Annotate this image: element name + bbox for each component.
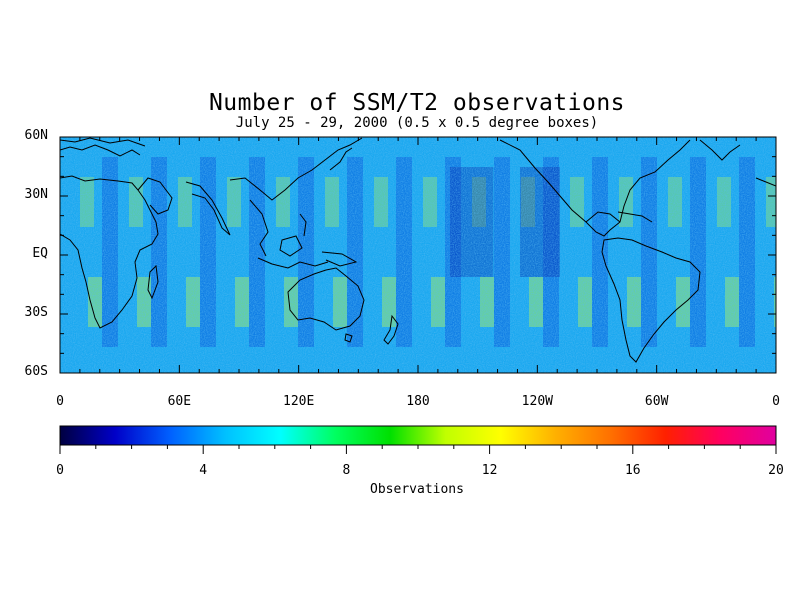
- lon-tick-label: 60W: [644, 394, 669, 409]
- coast-arabia: [137, 177, 173, 215]
- coast-new-zealand: [383, 314, 399, 345]
- lon-tick-label: 0: [56, 394, 64, 409]
- coast-philippines: [299, 213, 307, 237]
- lat-tick-label: 30N: [24, 187, 48, 202]
- coast-madagascar: [147, 264, 159, 300]
- coast-india: [185, 181, 231, 236]
- colorbar-ticks: [59, 445, 777, 454]
- map-title: Number of SSM/T2 observations: [208, 90, 626, 116]
- lon-tick-label: 0: [772, 394, 780, 409]
- coast-indonesia: [257, 257, 329, 269]
- colorbar-title: Observations: [370, 482, 464, 497]
- lon-tick-label: 120W: [521, 394, 553, 409]
- field-grain: [60, 137, 776, 373]
- lat-tick-label: EQ: [32, 246, 48, 261]
- coast-tasmania: [344, 333, 353, 343]
- colorbar-tick-label: 0: [56, 463, 64, 478]
- lon-tick-label: 120E: [283, 394, 315, 409]
- map-ticks: [59, 136, 777, 374]
- colorbar-tick-label: 16: [624, 463, 641, 478]
- coastlines: [60, 137, 776, 363]
- coast-indochina: [249, 199, 269, 257]
- colorbar-tick-label: 20: [768, 463, 784, 478]
- coast-caribbean: [617, 211, 653, 223]
- map-subtitle: July 25 - 29, 2000 (0.5 x 0.5 degree box…: [235, 115, 599, 131]
- lat-tick-label: 60N: [24, 128, 48, 143]
- coast-borneo: [279, 235, 303, 257]
- observation-field: [60, 137, 800, 373]
- coast-west-africa-right: [755, 177, 776, 187]
- coast-australia: [287, 267, 365, 331]
- colorbar-tick-label: 12: [481, 463, 498, 478]
- lon-tick-label: 180: [406, 394, 430, 409]
- coast-africa: [60, 175, 159, 329]
- lon-tick-label: 60E: [167, 394, 192, 409]
- lat-tick-label: 60S: [24, 364, 48, 379]
- low-count-band: [788, 157, 800, 347]
- colorbar: [59, 425, 777, 454]
- coast-greenland: [699, 139, 741, 161]
- coast-north-america: [499, 139, 691, 237]
- colorbar-gradient: [59, 425, 777, 446]
- coast-south-america: [601, 237, 701, 363]
- colorbar-tick-label: 8: [342, 463, 351, 478]
- colorbar-tick-label: 4: [199, 463, 208, 478]
- coast-japan: [329, 147, 353, 171]
- coast-east-asia: [229, 137, 363, 201]
- lat-tick-label: 30S: [24, 305, 48, 320]
- coast-gulf: [585, 211, 621, 223]
- coast-new-guinea: [321, 251, 358, 267]
- coast-mediterranean: [60, 144, 141, 157]
